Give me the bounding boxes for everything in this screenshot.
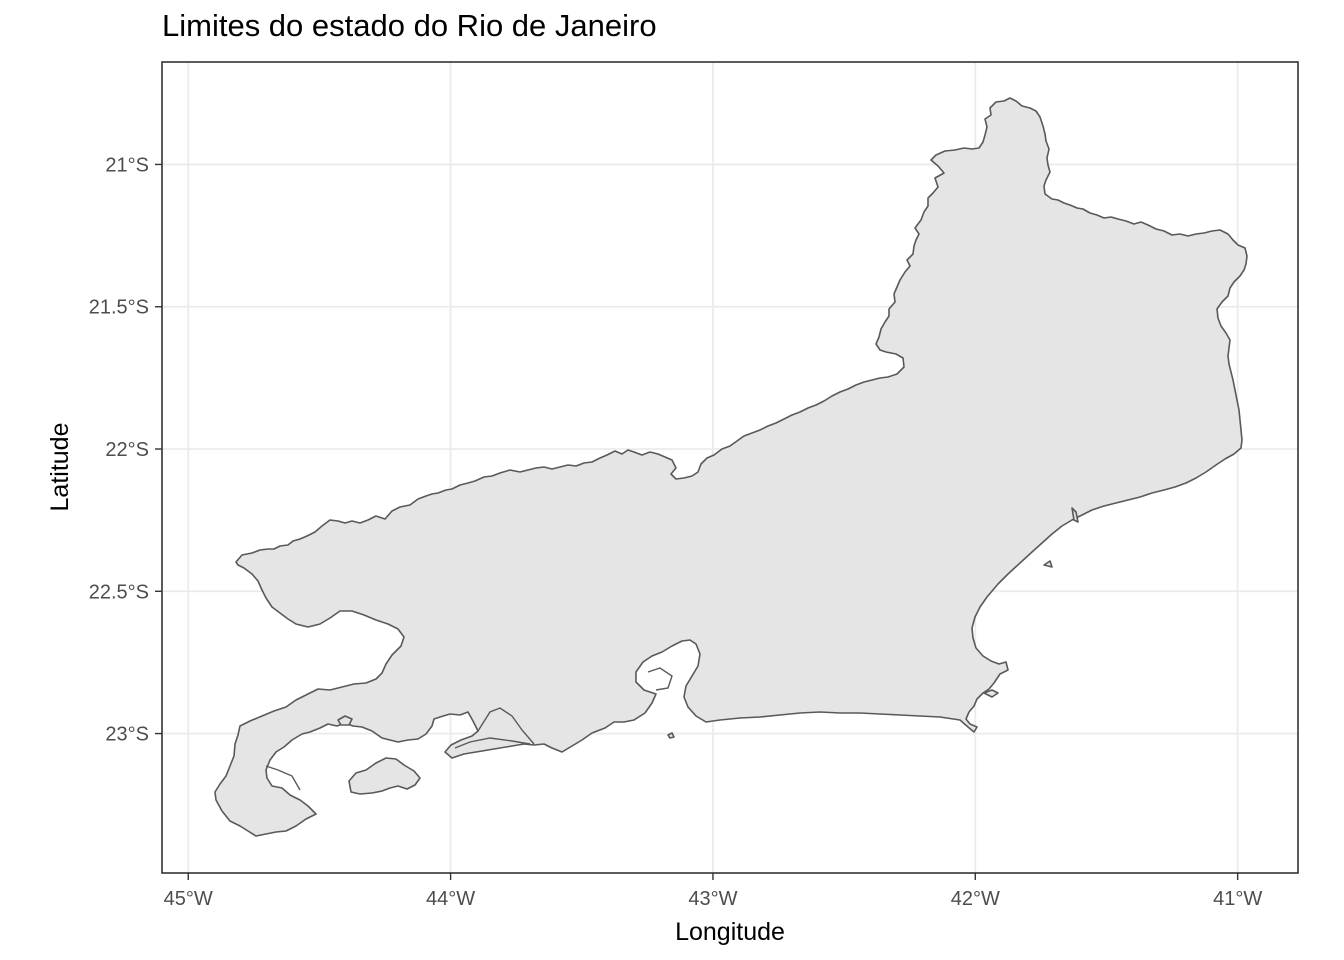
lagoon-outline [477,707,535,745]
y-tick-label: 21.5°S [89,297,149,319]
y-tick-label: 22°S [105,439,149,461]
panel-border [161,61,1299,874]
x-axis-title: Longitude [675,918,785,946]
y-tick-label: 23°S [105,724,149,746]
mainland-shape [214,97,1248,837]
lagoon-outline [454,737,531,749]
y-axis-title: Latitude [46,423,74,512]
small-island [337,715,353,726]
y-tick-label: 22.5°S [89,581,149,603]
ilha-grande-island [348,757,421,795]
lagoon-outlines [265,667,673,791]
small-island [1071,507,1079,523]
x-tick-label: 42°W [951,888,1000,910]
lagoon-outline [647,667,673,691]
x-tick-label: 43°W [688,888,737,910]
x-tick-label: 41°W [1213,888,1262,910]
rio-de-janeiro-state-outline [214,97,1248,837]
small-island [983,689,999,698]
x-tick-label: 45°W [164,888,213,910]
x-tick-label: 44°W [426,888,475,910]
small-island [667,732,675,739]
x-axis: 45°W 44°W 43°W 42°W 41°W [164,873,1262,910]
small-island [1043,560,1053,568]
y-tick-label: 21°S [105,154,149,176]
y-axis: 21°S 21.5°S 22°S 22.5°S 23°S [89,154,162,746]
lagoon-outline [265,765,301,791]
map-title: Limites do estado do Rio de Janeiro [162,8,657,43]
